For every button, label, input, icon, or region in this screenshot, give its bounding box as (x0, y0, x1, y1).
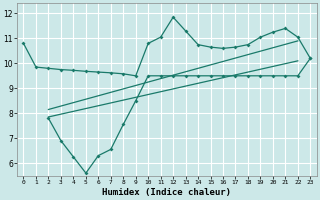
X-axis label: Humidex (Indice chaleur): Humidex (Indice chaleur) (102, 188, 231, 197)
